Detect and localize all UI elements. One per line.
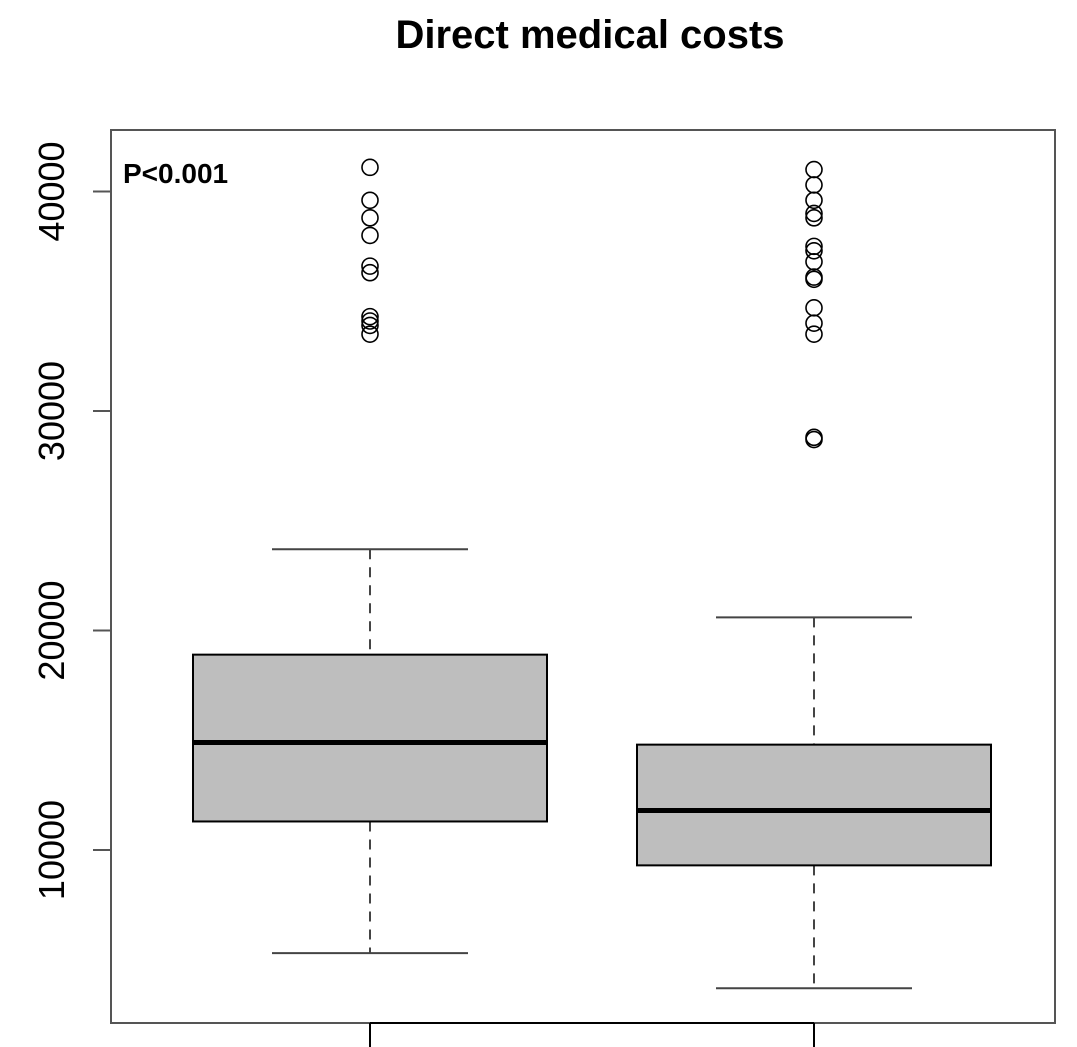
outlier-point	[805, 160, 823, 179]
outlier-point	[805, 176, 823, 194]
outlier-point	[361, 226, 379, 245]
outlier-point	[361, 316, 379, 335]
outlier-point	[805, 204, 823, 223]
iqr-box	[192, 653, 548, 823]
outlier-point	[361, 191, 379, 210]
outlier-point	[805, 209, 823, 227]
outlier-point	[361, 263, 379, 282]
outlier-point	[805, 428, 823, 447]
y-tick-label: 30000	[31, 361, 72, 461]
outlier-point	[361, 325, 379, 343]
outlier-point	[361, 307, 379, 326]
y-tick-label: 10000	[31, 800, 72, 900]
iqr-box	[636, 743, 992, 867]
chart-title: Direct medical costs	[395, 13, 784, 57]
outlier-point	[361, 158, 379, 177]
outlier-point	[805, 299, 823, 317]
outlier-point	[361, 257, 379, 275]
p-value-annotation: P<0.001	[123, 158, 228, 189]
x-axis	[369, 1022, 815, 1047]
y-tick-label: 40000	[31, 141, 72, 241]
box-group-2	[636, 160, 992, 990]
outlier-point	[361, 312, 379, 330]
box-group-1	[192, 158, 548, 955]
outlier-point	[805, 325, 823, 343]
outlier-point	[805, 314, 823, 333]
boxes-layer	[192, 158, 992, 990]
y-axis: 10000 20000 30000 40000	[31, 141, 111, 900]
outlier-point	[805, 241, 823, 260]
plot-frame	[110, 129, 1056, 1024]
outlier-point	[361, 209, 379, 227]
outlier-point	[805, 237, 823, 256]
y-tick-label: 20000	[31, 580, 72, 680]
